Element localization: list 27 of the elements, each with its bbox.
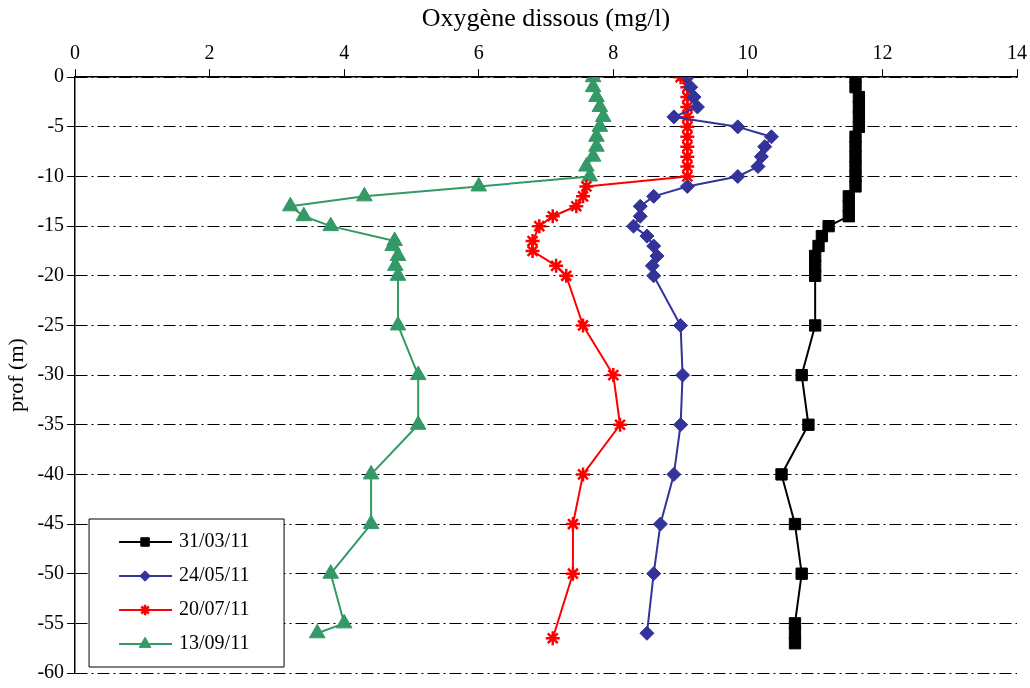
x-tick-label: 6	[473, 41, 484, 64]
x-axis-title: Oxygène dissous (mg/l)	[421, 3, 671, 33]
y-tick-label: -15	[37, 213, 65, 236]
y-tick-label: -35	[37, 412, 65, 434]
x-tick-label: 0	[70, 41, 81, 64]
x-tick-label: 12	[872, 41, 893, 64]
y-tick-label: 0	[54, 64, 65, 87]
y-tick-label: -60	[37, 660, 65, 683]
legend-label: 24/05/11	[179, 563, 250, 586]
y-axis-title: prof (m)	[2, 338, 28, 413]
legend-label: 13/09/11	[179, 631, 250, 654]
x-tick-label: 10	[737, 41, 758, 64]
x-tick-label: 8	[608, 41, 619, 64]
y-tick-label: -45	[37, 511, 65, 534]
y-tick-label: -40	[37, 461, 65, 484]
y-tick-label: -50	[37, 560, 65, 583]
y-tick-label: -10	[37, 163, 65, 186]
y-tick-label: -30	[37, 362, 65, 385]
x-tick-label: 2	[204, 41, 215, 64]
y-tick-label: -55	[37, 610, 65, 633]
x-tick-label: 14	[1007, 41, 1027, 64]
legend-label: 31/03/11	[179, 529, 250, 552]
y-tick-label: -25	[37, 312, 65, 335]
x-tick-label: 4	[339, 41, 350, 64]
y-tick-label: -20	[37, 263, 65, 286]
y-tick-label: -5	[47, 114, 65, 137]
legend-label: 20/07/11	[179, 597, 250, 620]
